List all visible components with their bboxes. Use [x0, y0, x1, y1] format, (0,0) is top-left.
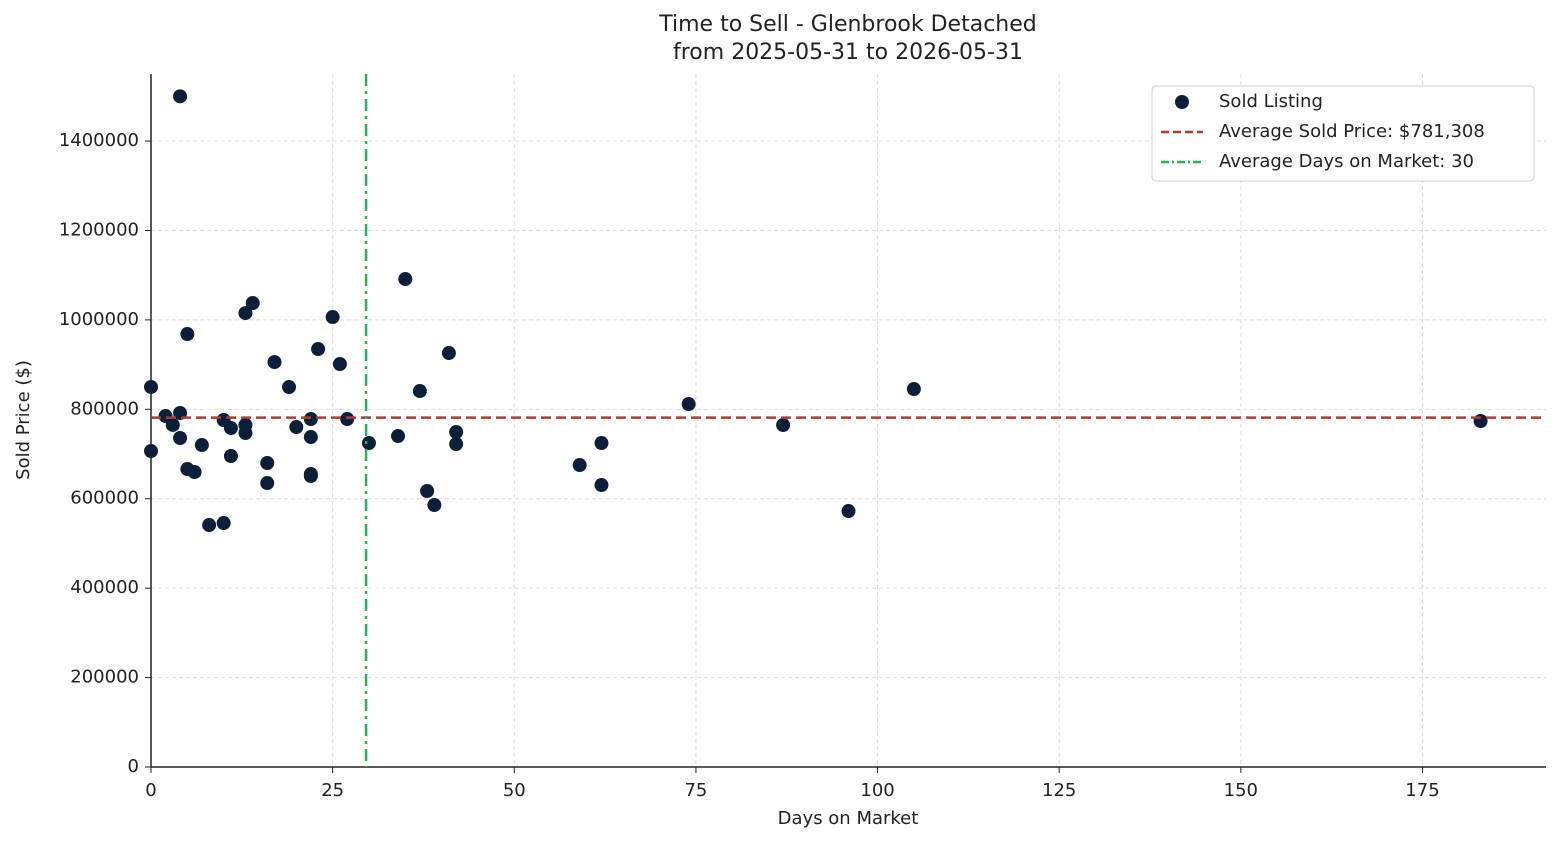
x-axis-label: Days on Market [778, 808, 919, 829]
point [427, 498, 442, 513]
point [187, 465, 202, 480]
point [216, 516, 231, 531]
point [681, 397, 696, 412]
point [412, 384, 427, 399]
point [449, 425, 464, 440]
y-tick-label: 1200000 [59, 219, 139, 240]
point [311, 342, 326, 357]
point [223, 449, 238, 464]
chart-title: Time to Sell - Glenbrook Detached [658, 12, 1037, 37]
point [144, 444, 158, 459]
y-tick-label: 1000000 [59, 309, 139, 330]
legend: Sold Listing Average Sold Price: $781,308… [1151, 85, 1535, 182]
point [325, 310, 340, 325]
y-tick-label: 600000 [70, 488, 139, 509]
x-tick-label: 125 [1042, 780, 1076, 801]
point [260, 476, 275, 491]
point [303, 430, 318, 445]
point [841, 504, 856, 519]
point [282, 380, 297, 395]
legend-label: Sold Listing [1219, 91, 1323, 112]
x-tick-label: 50 [503, 780, 526, 801]
legend-marker [1175, 95, 1189, 109]
point [572, 458, 587, 473]
y-tick-label: 800000 [70, 398, 139, 419]
point [303, 469, 318, 484]
y-tick-label: 400000 [70, 577, 139, 598]
point [173, 89, 188, 104]
point [594, 436, 609, 451]
point [238, 306, 253, 321]
legend-label: Average Sold Price: $781,308 [1219, 121, 1485, 142]
point [303, 412, 318, 427]
point [398, 272, 413, 287]
point [267, 355, 282, 370]
point [173, 431, 188, 446]
x-tick-label: 0 [145, 780, 156, 801]
x-tick-label: 75 [684, 780, 707, 801]
point [144, 379, 158, 394]
point [1473, 414, 1488, 429]
y-tick-label: 1400000 [59, 130, 139, 151]
x-tick-label: 150 [1224, 780, 1258, 801]
point [289, 420, 304, 435]
point [238, 426, 253, 441]
point [441, 346, 456, 361]
point [180, 327, 195, 342]
point [449, 437, 464, 452]
point [906, 382, 921, 397]
point [260, 456, 275, 471]
y-tick-label: 200000 [70, 667, 139, 688]
point [223, 421, 238, 436]
point [245, 296, 260, 311]
legend-label: Average Days on Market: 30 [1219, 151, 1474, 172]
point [340, 412, 355, 427]
point [594, 478, 609, 493]
y-axis-label: Sold Price ($) [13, 360, 34, 480]
point [332, 357, 347, 372]
point [776, 418, 791, 433]
point [202, 518, 217, 533]
x-tick-label: 25 [321, 780, 344, 801]
point [361, 436, 376, 451]
y-tick-label: 0 [128, 756, 139, 777]
chart-subtitle: from 2025-05-31 to 2026-05-31 [673, 40, 1023, 65]
legend-box [1151, 85, 1535, 182]
point [165, 417, 180, 432]
x-tick-label: 175 [1405, 780, 1439, 801]
x-tick-label: 100 [860, 780, 894, 801]
point [420, 484, 435, 499]
point [391, 429, 406, 444]
point [194, 438, 209, 453]
